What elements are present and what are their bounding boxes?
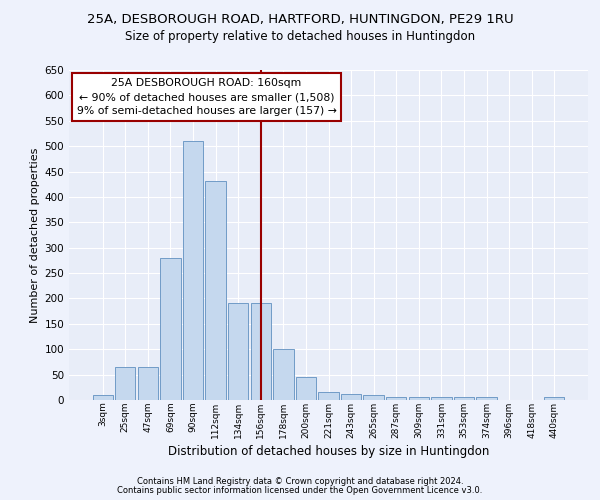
- X-axis label: Distribution of detached houses by size in Huntingdon: Distribution of detached houses by size …: [168, 444, 489, 458]
- Bar: [251, 302, 271, 400]
- Bar: [319, 392, 338, 400]
- Bar: [341, 394, 361, 400]
- Bar: [183, 141, 203, 400]
- Bar: [431, 398, 452, 400]
- Bar: [273, 348, 293, 400]
- Text: Size of property relative to detached houses in Huntingdon: Size of property relative to detached ho…: [125, 30, 475, 43]
- Text: Contains public sector information licensed under the Open Government Licence v3: Contains public sector information licen…: [118, 486, 482, 495]
- Bar: [364, 396, 384, 400]
- Text: 25A DESBOROUGH ROAD: 160sqm
← 90% of detached houses are smaller (1,508)
9% of s: 25A DESBOROUGH ROAD: 160sqm ← 90% of det…: [77, 78, 337, 116]
- Bar: [544, 398, 565, 400]
- Bar: [476, 398, 497, 400]
- Bar: [454, 398, 474, 400]
- Bar: [205, 180, 226, 400]
- Bar: [228, 302, 248, 400]
- Text: 25A, DESBOROUGH ROAD, HARTFORD, HUNTINGDON, PE29 1RU: 25A, DESBOROUGH ROAD, HARTFORD, HUNTINGD…: [86, 12, 514, 26]
- Bar: [386, 398, 406, 400]
- Bar: [92, 395, 113, 400]
- Bar: [409, 398, 429, 400]
- Bar: [138, 367, 158, 400]
- Text: Contains HM Land Registry data © Crown copyright and database right 2024.: Contains HM Land Registry data © Crown c…: [137, 477, 463, 486]
- Bar: [160, 258, 181, 400]
- Bar: [296, 376, 316, 400]
- Bar: [115, 367, 136, 400]
- Y-axis label: Number of detached properties: Number of detached properties: [30, 148, 40, 322]
